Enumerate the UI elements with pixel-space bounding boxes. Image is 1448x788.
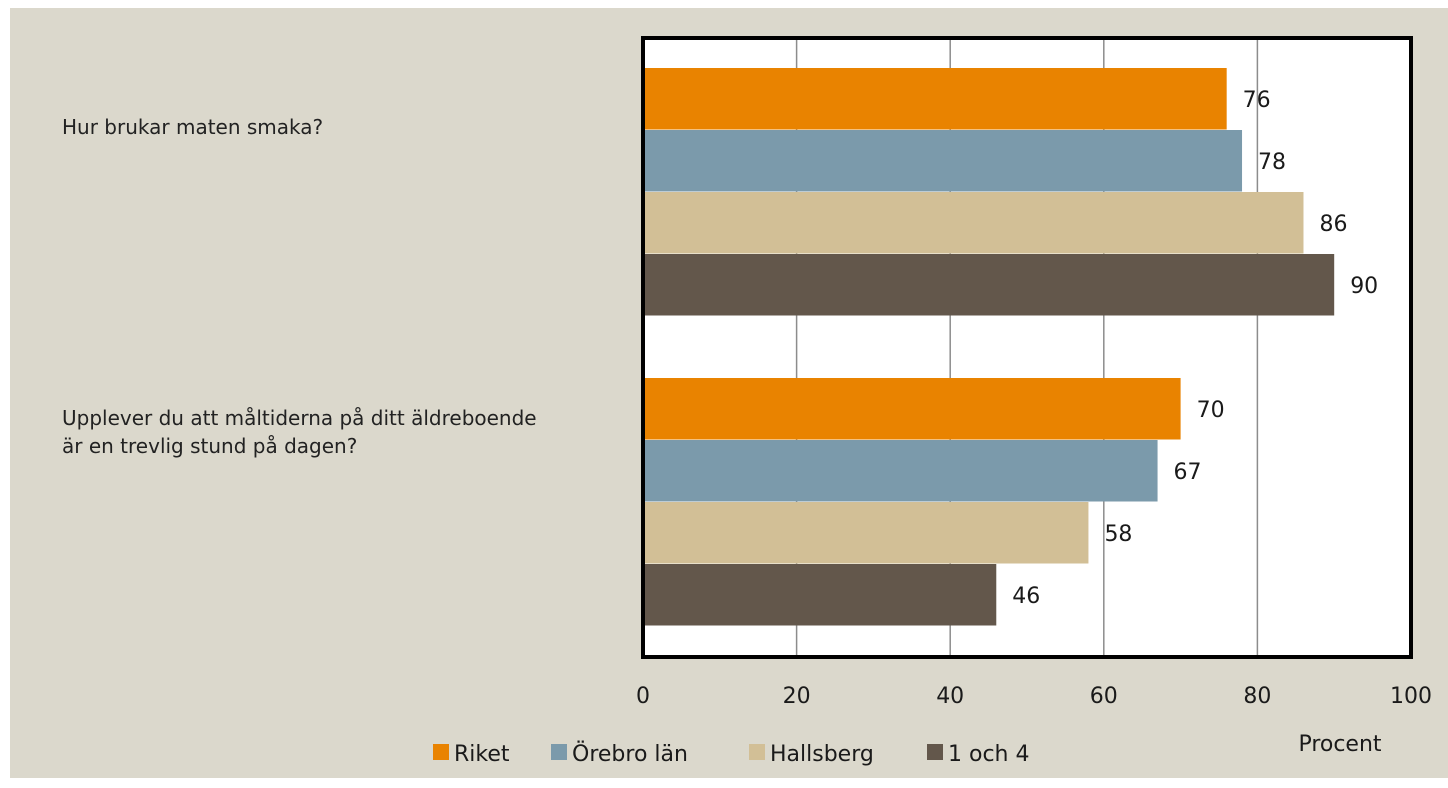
x-tick-label: 60 [1090, 684, 1118, 709]
legend-label: 1 och 4 [948, 742, 1029, 767]
bar [643, 502, 1089, 564]
x-tick-label: 40 [936, 684, 964, 709]
legend-label: Hallsberg [770, 742, 874, 767]
category-label: Hur brukar maten smaka? [62, 115, 324, 139]
x-tick-label: 0 [636, 684, 650, 709]
x-tick-label: 80 [1243, 684, 1271, 709]
data-label: 90 [1350, 274, 1378, 299]
legend-label: Örebro län [572, 741, 688, 767]
x-axis-label: Procent [1298, 732, 1381, 757]
bar [643, 130, 1243, 192]
legend-swatch [927, 744, 943, 760]
data-label: 86 [1319, 212, 1347, 237]
data-label: 70 [1197, 398, 1225, 423]
data-label: 67 [1174, 460, 1202, 485]
bar [643, 564, 997, 626]
bar [643, 254, 1335, 316]
data-label: 76 [1243, 88, 1271, 113]
bar [643, 378, 1181, 440]
bar [643, 440, 1158, 502]
bar [643, 192, 1304, 254]
plot-border [641, 36, 1413, 659]
category-label: Upplever du att måltiderna på ditt äldre… [62, 406, 537, 458]
legend-label: Riket [454, 742, 510, 767]
legend-swatch [551, 744, 567, 760]
data-label: 58 [1104, 522, 1132, 547]
x-tick-label: 100 [1390, 684, 1432, 709]
bar [643, 68, 1227, 130]
legend-swatch [433, 744, 449, 760]
legend-swatch [749, 744, 765, 760]
x-tick-label: 20 [783, 684, 811, 709]
data-label: 78 [1258, 150, 1286, 175]
data-label: 46 [1012, 584, 1040, 609]
